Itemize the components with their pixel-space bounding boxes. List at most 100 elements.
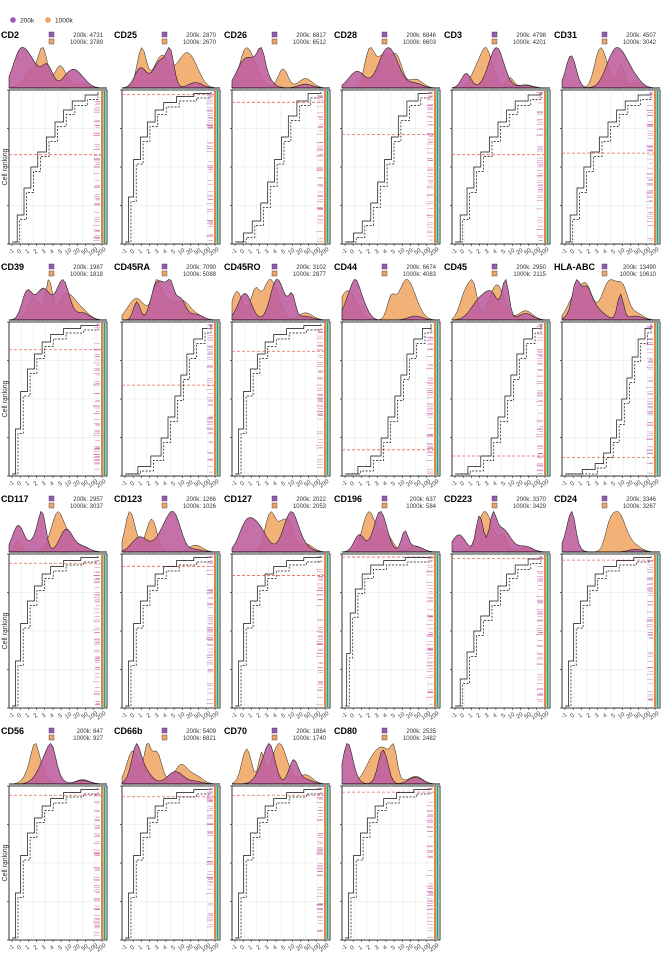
rug-green: [103, 91, 106, 243]
count-label-200k: 200k: 637: [410, 497, 437, 503]
x-tick-label: 200: [649, 710, 661, 721]
x-tick-label: 4: [492, 712, 499, 719]
y-axis-label: Cell ranking: [2, 844, 9, 881]
x-tick-label: -1: [8, 480, 16, 488]
x-tick-label: 0: [570, 248, 577, 255]
x-tick-label: 100: [420, 942, 432, 953]
density-200k: [341, 743, 440, 785]
x-tick-label: 50: [414, 943, 423, 952]
count-label-1000k: 1000k: 2670: [183, 40, 217, 46]
x-tick-label: 20: [515, 479, 524, 488]
x-tick-label: -1: [231, 480, 239, 488]
x-tick-label: 0: [240, 248, 247, 255]
count-swatch-1000k: [48, 38, 55, 45]
density-200k: [121, 511, 220, 553]
curve-200k: [235, 324, 322, 475]
count-swatch-200k: [48, 31, 55, 38]
x-tick-label: 5: [610, 248, 617, 255]
count-label-200k: 200k: 3346: [626, 497, 656, 503]
curve-1000k: [14, 560, 99, 707]
count-label-200k: 200k: 2022: [296, 497, 326, 503]
x-tick-label: 100: [200, 246, 212, 257]
rug-orange: [544, 91, 546, 243]
x-tick-label: 1: [468, 480, 475, 487]
count-label-200k: 200k: 1884: [296, 729, 326, 735]
x-tick-label: 200: [539, 478, 551, 489]
x-tick-label: -1: [8, 712, 16, 720]
rug-orange: [214, 323, 216, 475]
count-label-1000k: 1000k: 4201: [513, 40, 547, 46]
x-tick-label: -1: [451, 248, 459, 256]
x-tick-label: 10: [177, 711, 186, 720]
x-tick-label: 20: [295, 479, 304, 488]
density-200k: [451, 278, 550, 321]
x-tick-label: -1: [561, 480, 569, 488]
x-tick-label: 20: [405, 479, 414, 488]
rug-orange: [214, 555, 216, 707]
x-tick-label: 200: [649, 246, 661, 257]
x-tick-label: 2: [256, 248, 263, 255]
x-tick-label: 0: [17, 248, 24, 255]
rug-green: [436, 323, 439, 475]
rug-orange: [101, 555, 103, 707]
rug-orange: [101, 787, 103, 939]
curve-1000k: [127, 792, 212, 939]
x-tick-label: 0: [350, 712, 357, 719]
count-label-200k: 200k: 6817: [296, 33, 326, 39]
x-tick-label: 100: [420, 478, 432, 489]
count-swatch-1000k: [161, 502, 168, 509]
x-tick-label: 0: [240, 712, 247, 719]
curve-200k: [565, 556, 652, 707]
x-tick-label: 2: [146, 712, 153, 719]
count-swatch-200k: [271, 263, 278, 270]
rug-orange: [544, 555, 546, 707]
x-tick-label: -1: [451, 712, 459, 720]
x-tick-label: 5: [610, 480, 617, 487]
x-tick-label: 50: [524, 711, 533, 720]
x-tick-label: 2: [33, 944, 40, 951]
x-tick-label: 100: [310, 942, 322, 953]
density-200k: [231, 511, 330, 553]
count-label-200k: 200k: 5409: [186, 729, 216, 735]
rug-orange: [101, 91, 103, 243]
x-tick-label: 4: [162, 712, 169, 719]
count-swatch-200k: [271, 31, 278, 38]
x-tick-label: -1: [121, 480, 129, 488]
count-label-1000k: 1000k: 1740: [293, 736, 327, 742]
x-tick-label: 0: [350, 944, 357, 951]
curve-200k: [12, 556, 99, 707]
panel-title: CD80: [334, 726, 357, 736]
x-tick-label: 100: [87, 942, 99, 953]
x-tick-label: 50: [634, 247, 643, 256]
x-tick-label: 3: [41, 248, 48, 255]
x-tick-label: 100: [200, 478, 212, 489]
rug-green: [103, 555, 106, 707]
x-tick-label: 5: [170, 480, 177, 487]
count-label-1000k: 1000k: 3042: [623, 40, 657, 46]
curve-1000k: [567, 96, 652, 243]
x-tick-label: 3: [374, 712, 381, 719]
count-swatch-200k: [271, 495, 278, 502]
count-label-200k: 200k: 2870: [186, 33, 216, 39]
x-tick-label: 10: [64, 479, 73, 488]
x-tick-label: 1: [248, 944, 255, 951]
count-swatch-1000k: [601, 270, 608, 277]
x-tick-label: 0: [17, 712, 24, 719]
x-tick-label: 10: [397, 943, 406, 952]
rug-orange: [324, 555, 326, 707]
x-tick-label: -1: [8, 248, 16, 256]
x-tick-label: 0: [350, 248, 357, 255]
panel-title: CD66b: [114, 726, 143, 736]
x-tick-label: 3: [264, 944, 271, 951]
density-200k: [121, 46, 220, 89]
x-tick-label: 0: [570, 712, 577, 719]
x-tick-label: 5: [57, 712, 64, 719]
count-label-1000k: 1000k: 927: [73, 736, 103, 742]
x-tick-label: 20: [185, 479, 194, 488]
x-tick-label: 20: [515, 711, 524, 720]
x-tick-label: 2: [586, 248, 593, 255]
x-tick-label: 50: [414, 479, 423, 488]
